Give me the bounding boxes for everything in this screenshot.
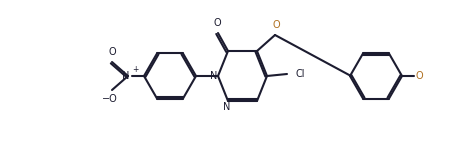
Text: +: +	[132, 66, 138, 74]
Text: O: O	[213, 18, 221, 28]
Text: Cl: Cl	[295, 69, 305, 79]
Text: O: O	[272, 20, 280, 30]
Text: O: O	[415, 71, 423, 81]
Text: N: N	[122, 71, 129, 81]
Text: N: N	[223, 102, 231, 112]
Text: N: N	[210, 71, 217, 81]
Text: −O: −O	[102, 94, 118, 104]
Text: O: O	[108, 47, 116, 57]
